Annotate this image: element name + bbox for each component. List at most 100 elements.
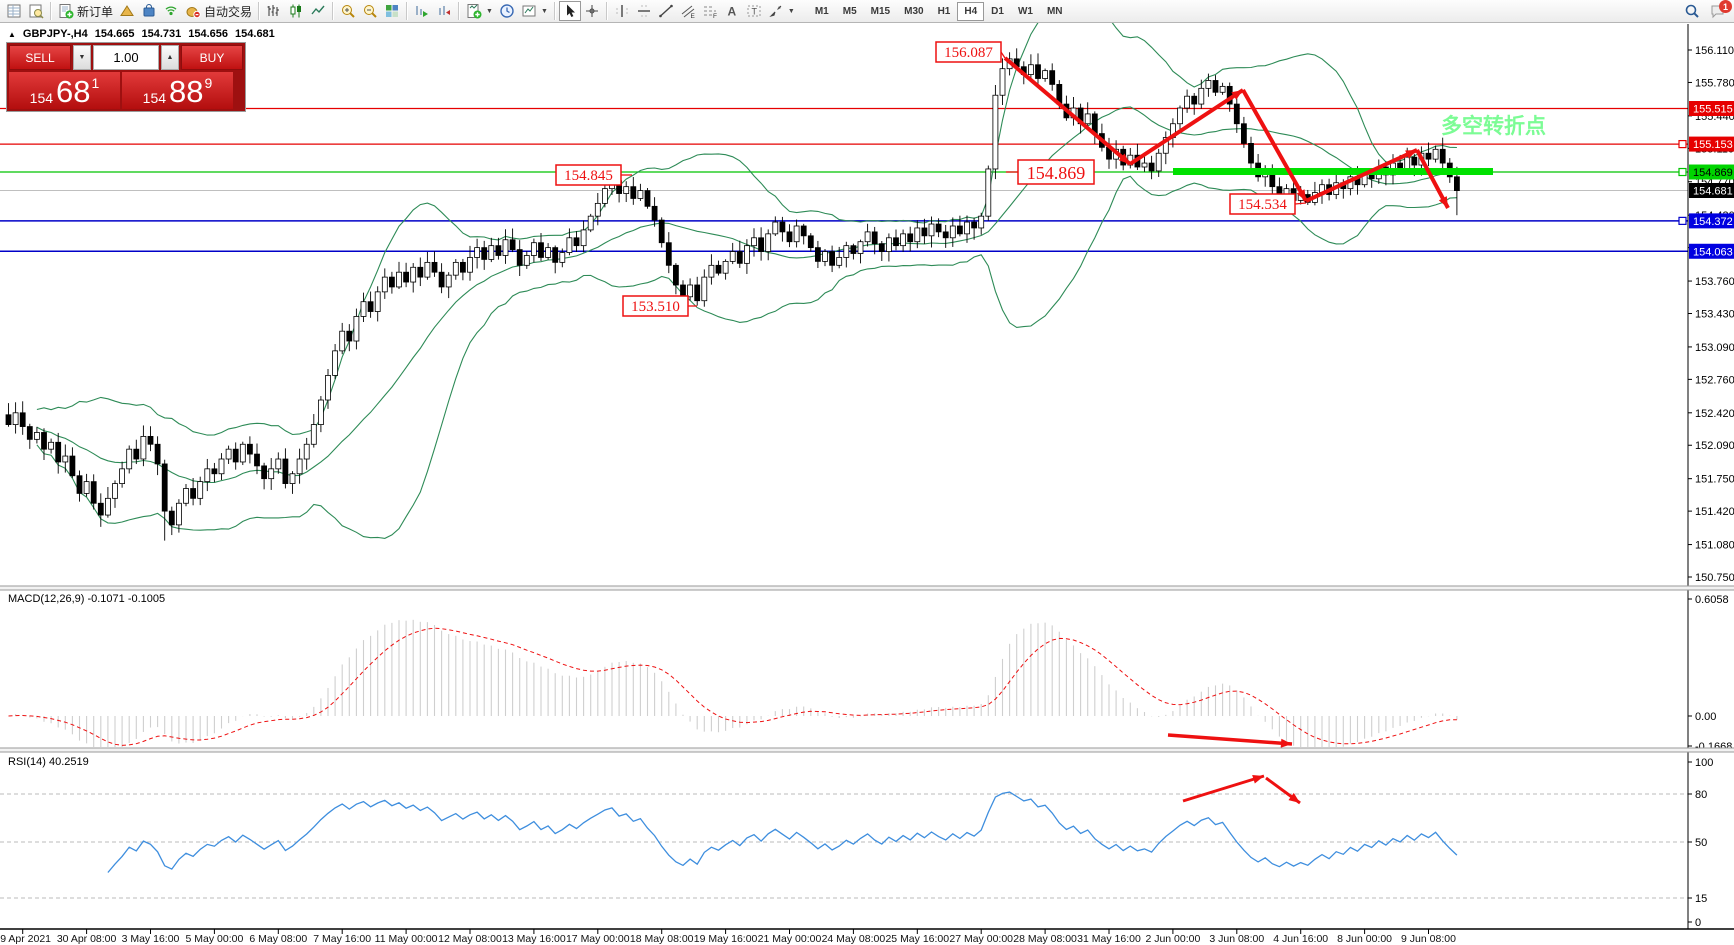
dropdown-caret-icon: ▼ <box>486 7 493 15</box>
cursor-button[interactable] <box>558 1 581 21</box>
autotrade-label: 自动交易 <box>204 4 253 19</box>
crosshair-button[interactable] <box>581 1 603 21</box>
buy-price-sup: 9 <box>204 75 213 91</box>
search-button[interactable] <box>1681 1 1703 21</box>
text-icon: A <box>727 5 736 19</box>
fibonacci-button[interactable]: F <box>699 1 721 21</box>
svg-text:31 May 16:00: 31 May 16:00 <box>1077 933 1141 945</box>
signals-button[interactable] <box>160 1 182 21</box>
data-window-button[interactable] <box>25 1 47 21</box>
new-chart-icon <box>467 4 482 19</box>
chart-background <box>0 23 1734 945</box>
bar-chart-icon <box>267 5 280 16</box>
horizontal-line-icon <box>637 5 650 17</box>
clock-button[interactable] <box>496 1 518 21</box>
sell-button[interactable]: SELL <box>9 45 71 70</box>
timeframe-h4[interactable]: H4 <box>957 1 985 21</box>
tile-windows-button[interactable] <box>381 1 403 21</box>
annotation-label-154.534[interactable]: 154.534 <box>1229 193 1307 215</box>
annotation-label-153.510[interactable]: 153.510 <box>622 295 697 317</box>
note-text[interactable]: 多空转折点 <box>1441 114 1546 138</box>
timeframe-m30[interactable]: M30 <box>897 2 930 21</box>
svg-text:50: 50 <box>1695 837 1707 849</box>
symbol-info: ▲ GBPJPY-,H4 154.665 154.731 154.656 154… <box>8 28 275 40</box>
timeframe-h1[interactable]: H1 <box>931 2 958 21</box>
template-button[interactable]: ▼ <box>518 1 551 21</box>
zoom-in-button[interactable] <box>337 1 359 21</box>
svg-text:6 May 08:00: 6 May 08:00 <box>249 933 307 945</box>
trendline-icon <box>659 4 673 18</box>
rsi-label: RSI(14) 40.2519 <box>8 756 89 768</box>
annotation-label-154.845[interactable]: 154.845 <box>555 164 632 186</box>
notification-badge: 1 <box>1719 0 1732 13</box>
chat-button[interactable]: 1 <box>1707 0 1732 21</box>
quotes-button[interactable] <box>116 1 138 21</box>
vertical-line-button[interactable] <box>611 1 633 21</box>
buy-price[interactable]: 154 88 9 <box>122 72 233 109</box>
channel-button[interactable]: E <box>677 1 699 21</box>
line-chart-button[interactable] <box>307 1 329 21</box>
volume-increase-button[interactable]: ▲ <box>161 45 179 70</box>
shapes-button[interactable]: ▼ <box>765 1 798 21</box>
price-badge-155.515 <box>1689 101 1734 117</box>
macd-signal-line <box>8 627 1457 746</box>
svg-text:17 May 00:00: 17 May 00:00 <box>566 933 630 945</box>
svg-text:21 May 00:00: 21 May 00:00 <box>758 933 822 945</box>
autotrade-button[interactable]: 自动交易 <box>182 1 255 21</box>
volume-decrease-button[interactable]: ▼ <box>73 45 91 70</box>
pane-separator[interactable] <box>0 586 1734 590</box>
collapse-triangle-icon[interactable]: ▲ <box>8 29 16 39</box>
svg-text:153.760: 153.760 <box>1695 276 1734 288</box>
timeframe-m5[interactable]: M5 <box>836 2 864 21</box>
timeframe-d1[interactable]: D1 <box>984 2 1011 21</box>
rsi-pane <box>0 774 1688 899</box>
svg-text:8 Jun 00:00: 8 Jun 00:00 <box>1337 933 1392 945</box>
zoom-out-button[interactable] <box>359 1 381 21</box>
time-axis: 29 Apr 2021 30 Apr 08:00 3 May 16:00 5 May … <box>0 928 1734 945</box>
svg-text:153.090: 153.090 <box>1695 342 1734 354</box>
volume-input[interactable] <box>93 45 159 70</box>
timeframe-w1[interactable]: W1 <box>1011 2 1040 21</box>
chart-shift-icon <box>439 6 451 15</box>
vertical-line-icon <box>616 5 628 17</box>
text-button[interactable]: A <box>721 1 743 21</box>
timeframe-m15[interactable]: M15 <box>864 2 897 21</box>
timeframe-mn[interactable]: MN <box>1040 2 1070 21</box>
svg-text:7 May 16:00: 7 May 16:00 <box>313 933 371 945</box>
support-zone-bar[interactable] <box>1173 168 1493 175</box>
svg-text:28 May 08:00: 28 May 08:00 <box>1013 933 1077 945</box>
price-badge-154.869 <box>1689 164 1734 180</box>
annotation-label-156.087[interactable]: 156.087 <box>935 41 1006 63</box>
market-watch-button[interactable] <box>3 1 25 21</box>
market-button[interactable] <box>138 1 160 21</box>
annotation-label-154.869[interactable]: 154.869 <box>1006 159 1095 185</box>
new-order-button[interactable]: 新订单 <box>55 1 116 21</box>
auto-scroll-button[interactable] <box>411 1 433 21</box>
svg-text:151.080: 151.080 <box>1695 540 1734 552</box>
svg-text:5 May 00:00: 5 May 00:00 <box>186 933 244 945</box>
sell-price[interactable]: 154 68 1 <box>9 72 120 109</box>
svg-text:A: A <box>727 5 736 19</box>
shapes-icon <box>769 5 782 17</box>
market-icon <box>143 4 155 17</box>
svg-text:12 May 08:00: 12 May 08:00 <box>438 933 502 945</box>
svg-text:9 Jun 08:00: 9 Jun 08:00 <box>1401 933 1456 945</box>
analyst-annotations[interactable]: 156.087 154.845 154.869 154.534 153.510 多空转折点 <box>555 41 1546 317</box>
timeframe-m1[interactable]: M1 <box>808 2 836 21</box>
pane-separator[interactable] <box>0 748 1734 752</box>
horizontal-line-button[interactable] <box>633 1 655 21</box>
new-chart-button[interactable]: ▼ <box>463 1 496 21</box>
ohlc-close: 154.681 <box>235 28 275 40</box>
chart-shift-button[interactable] <box>433 1 455 21</box>
candlestick-chart-button[interactable] <box>285 1 307 21</box>
symbol-name: GBPJPY-,H4 <box>22 28 88 40</box>
svg-text:25 May 16:00: 25 May 16:00 <box>885 933 949 945</box>
chevron-down-icon: ▼ <box>78 54 86 61</box>
chevron-up-icon: ▲ <box>166 54 174 61</box>
text-label-button[interactable]: T <box>743 1 765 21</box>
bar-chart-button[interactable] <box>263 1 285 21</box>
trendline-button[interactable] <box>655 1 677 21</box>
buy-button[interactable]: BUY <box>181 45 243 70</box>
